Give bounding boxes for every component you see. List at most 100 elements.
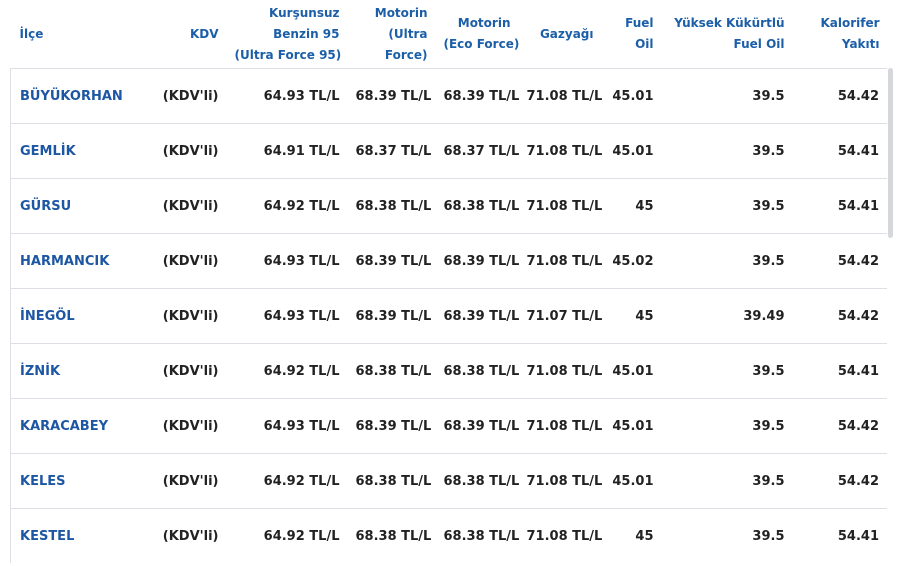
price-cell: 68.39 TL/L (435, 68, 519, 124)
column-header: Kurşunsuz Benzin 95 (Ultra Force 95) (227, 0, 348, 69)
price-cell: 39.5 (661, 233, 793, 289)
district-link[interactable]: GÜRSU (10, 178, 141, 234)
district-link[interactable]: İNEGÖL (10, 288, 141, 344)
header-line: (Eco Force) (443, 37, 520, 51)
column-header: İlçe (11, 0, 141, 69)
district-link[interactable]: İZNİK (10, 343, 141, 399)
price-cell: 54.41 (792, 123, 887, 179)
column-header: KDV (141, 0, 227, 69)
header-line: Motorin (374, 5, 428, 20)
district-link[interactable]: BÜYÜKORHAN (10, 68, 141, 124)
district-link[interactable]: HARMANCIK (10, 233, 141, 289)
price-cell: 45.02 (601, 233, 662, 289)
price-cell: 68.39 TL/L (347, 398, 436, 454)
header-line: Benzin 95 (273, 26, 340, 41)
price-cell: 68.39 TL/L (435, 398, 519, 454)
price-cell: 68.39 TL/L (347, 233, 436, 289)
header-line: Yüksek Kükürtlü (674, 16, 785, 30)
column-header: Fuel Oil (602, 0, 662, 69)
price-cell: 64.93 TL/L (226, 288, 348, 344)
district-link[interactable]: KELES (10, 453, 141, 509)
price-cell: (KDV'li) (140, 343, 227, 399)
price-cell: 45 (601, 178, 662, 234)
price-cell: 71.08 TL/L (518, 233, 602, 289)
price-cell: 64.92 TL/L (226, 453, 348, 509)
price-cell: 64.93 TL/L (226, 68, 348, 124)
table-row: KESTEL (KDV'li) 64.92 TL/L 68.38 TL/L 68.38 … (10, 508, 887, 563)
column-header: Motorin (Ultra Force) (348, 0, 436, 69)
table-row: İZNİK (KDV'li) 64.92 TL/L 68.38 TL/L 68.38 T… (10, 343, 887, 399)
price-cell: 54.41 (792, 343, 887, 399)
price-cell: 64.91 TL/L (226, 123, 348, 179)
price-cell: 39.49 (661, 288, 793, 344)
price-cell: 68.38 TL/L (435, 508, 519, 563)
price-cell: 71.08 TL/L (518, 123, 602, 179)
price-cell: 71.08 TL/L (518, 343, 602, 399)
header-line: Fuel (625, 16, 654, 30)
price-cell: 39.5 (661, 123, 793, 179)
column-header: Yüksek Kükürtlü Fuel Oil (662, 0, 793, 69)
price-cell: 45.01 (601, 398, 662, 454)
price-cell: 68.39 TL/L (347, 68, 436, 124)
header-line: Motorin (457, 16, 511, 30)
price-cell: 54.42 (792, 288, 887, 344)
price-cell: 45 (601, 288, 662, 344)
table-row: HARMANCIK (KDV'li) 64.93 TL/L 68.39 TL/L 68.… (10, 233, 887, 289)
price-cell: 68.39 TL/L (347, 288, 436, 344)
price-cell: (KDV'li) (140, 68, 227, 124)
header-line: Kalorifer (820, 16, 880, 30)
price-cell: 64.93 TL/L (226, 398, 348, 454)
price-cell: 39.5 (661, 178, 793, 234)
price-cell: (KDV'li) (140, 288, 227, 344)
price-cell: 68.38 TL/L (347, 343, 436, 399)
price-cell: 68.38 TL/L (347, 508, 436, 563)
table-row: BÜYÜKORHAN (KDV'li) 64.93 TL/L 68.39 TL/L 68… (10, 68, 887, 124)
price-cell: 68.38 TL/L (347, 453, 436, 509)
price-cell: 71.07 TL/L (518, 288, 602, 344)
price-cell: (KDV'li) (140, 453, 227, 509)
price-cell: 54.42 (792, 398, 887, 454)
price-cell: 71.08 TL/L (518, 398, 602, 454)
table-container: İlçe KDV Kurşunsuz Benzin 95 (Ultra Force 95… (10, 0, 887, 566)
header-line: Gazyağı (539, 26, 594, 41)
price-cell: 68.37 TL/L (435, 123, 519, 179)
price-cell: 64.92 TL/L (226, 343, 348, 399)
price-cell: 71.08 TL/L (518, 453, 602, 509)
price-cell: 54.42 (792, 68, 887, 124)
header-line: (Ultra (388, 26, 428, 41)
price-cell: 54.41 (792, 178, 887, 234)
header-line: Oil (635, 37, 654, 51)
scrollbar[interactable] (888, 68, 893, 238)
district-link[interactable]: GEMLİK (10, 123, 141, 179)
district-link[interactable]: KARACABEY (10, 398, 141, 454)
header-line: Force) (384, 47, 428, 62)
column-header: Gazyağı (519, 0, 602, 69)
district-link[interactable]: KESTEL (10, 508, 141, 563)
header-line: Fuel Oil (733, 37, 785, 51)
price-cell: 45.01 (601, 453, 662, 509)
header-line: KDV (189, 26, 219, 41)
table-row: GÜRSU (KDV'li) 64.92 TL/L 68.38 TL/L 68.38 T… (10, 178, 887, 234)
table-row: İNEGÖL (KDV'li) 64.93 TL/L 68.39 TL/L 68.39 … (10, 288, 887, 344)
price-cell: 45 (601, 508, 662, 563)
price-cell: 68.38 TL/L (435, 178, 519, 234)
price-cell: 68.38 TL/L (347, 178, 436, 234)
price-cell: 45.01 (601, 123, 662, 179)
price-cell: 45.01 (601, 68, 662, 124)
price-cell: 64.92 TL/L (226, 508, 348, 563)
column-header: Motorin (Eco Force) (436, 0, 520, 69)
header-line: Yakıtı (841, 37, 880, 51)
price-cell: 39.5 (661, 343, 793, 399)
header-line: Kurşunsuz (269, 5, 340, 20)
price-cell: 68.38 TL/L (435, 453, 519, 509)
price-cell: 54.42 (792, 233, 887, 289)
price-cell: 54.41 (792, 508, 887, 563)
price-cell: 71.08 TL/L (518, 178, 602, 234)
fuel-table: İlçe KDV Kurşunsuz Benzin 95 (Ultra Force 95… (10, 0, 887, 563)
price-cell: 54.42 (792, 453, 887, 509)
header-line: İlçe (19, 26, 44, 41)
header-row: İlçe KDV Kurşunsuz Benzin 95 (Ultra Force 95… (11, 0, 888, 69)
column-header: Kalorifer Yakıtı (793, 0, 888, 69)
price-cell: 68.38 TL/L (435, 343, 519, 399)
